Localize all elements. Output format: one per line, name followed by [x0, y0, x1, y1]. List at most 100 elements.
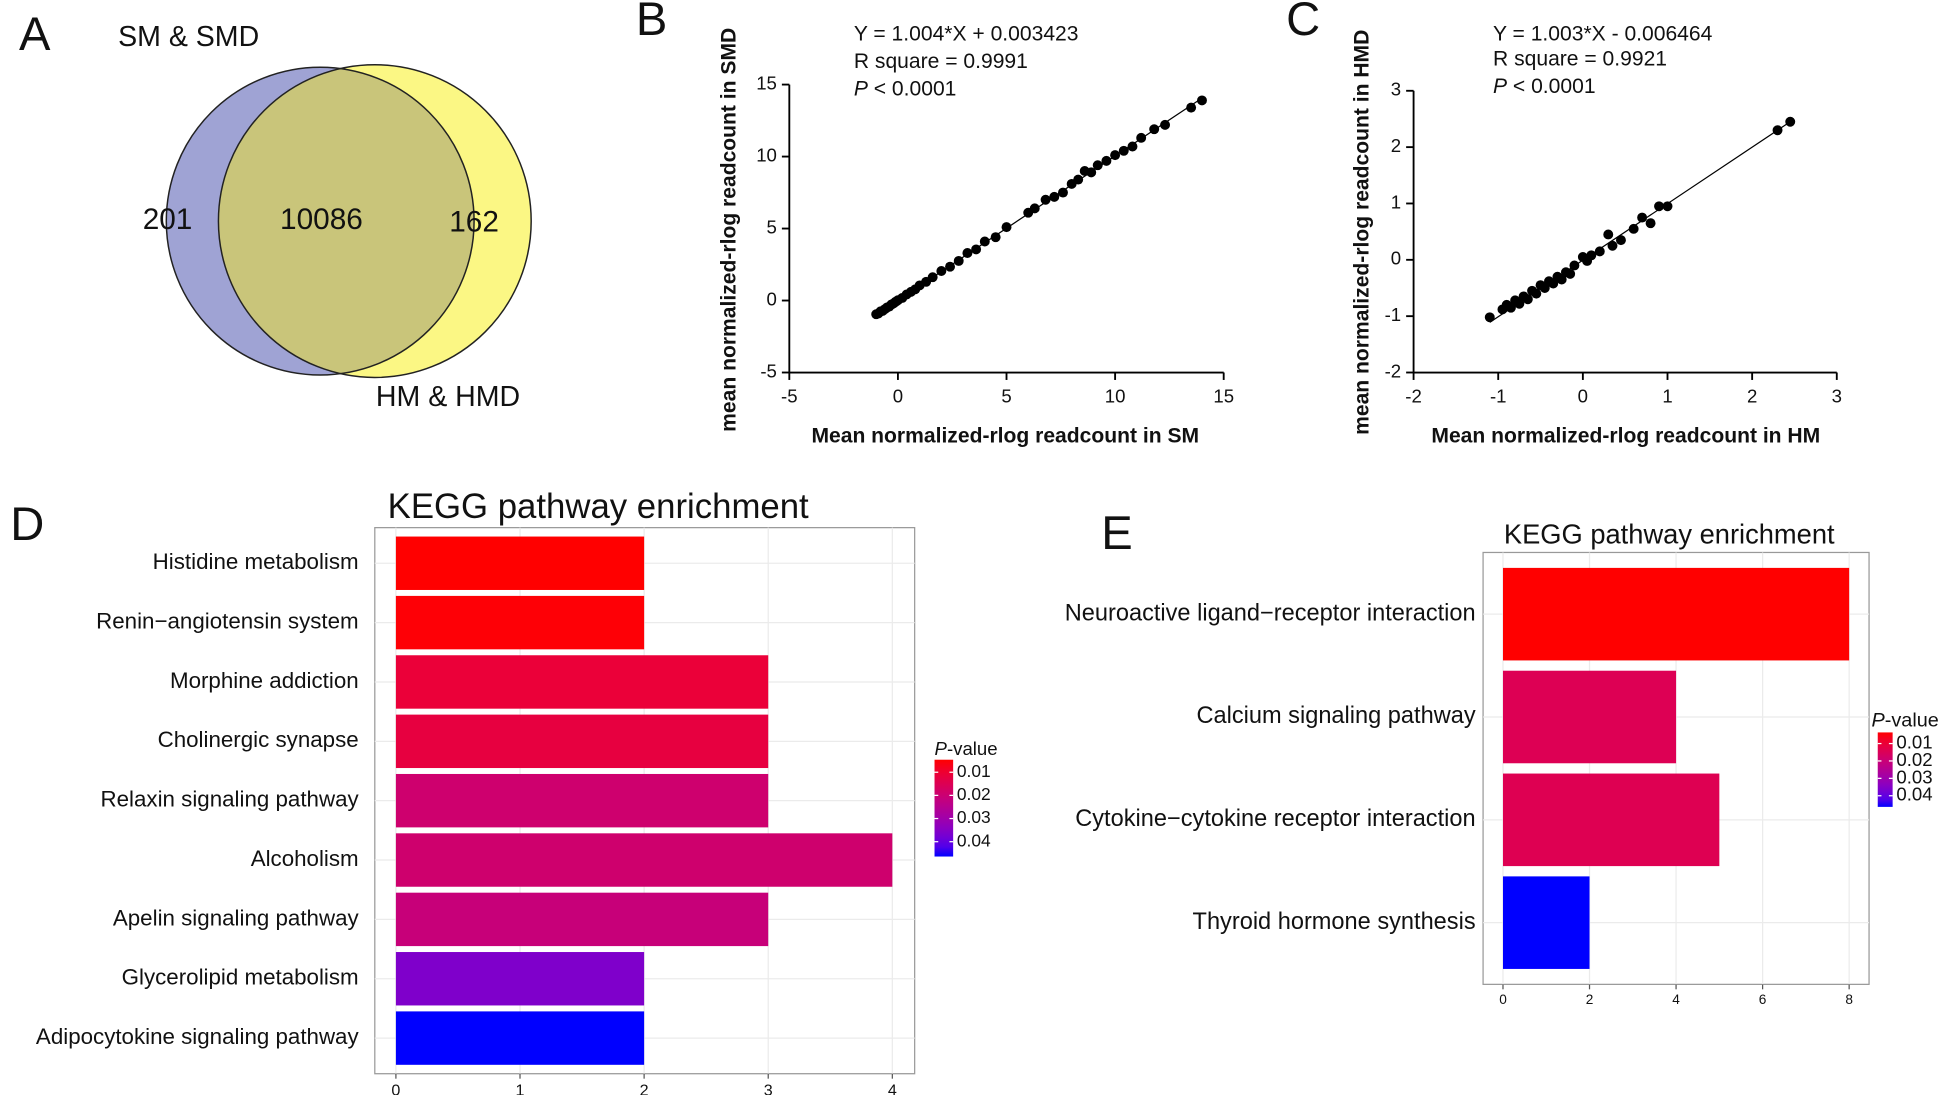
x-tick-label: -1: [1490, 385, 1507, 406]
category-label: Adipocytokine signaling pathway: [36, 1024, 360, 1049]
point: [1607, 240, 1618, 251]
x-tick-label: 6: [1759, 992, 1767, 1007]
legend-title: P-value: [1872, 709, 1939, 731]
point: [1594, 246, 1605, 257]
count-label: 10086: [280, 203, 363, 236]
colorbar-label: 0.04: [1896, 784, 1932, 805]
point: [927, 272, 938, 283]
italic-symbol: P: [935, 738, 948, 759]
point: [1186, 102, 1197, 113]
point: [1645, 218, 1656, 229]
panel-letter: A: [19, 7, 51, 60]
annotation: P < 0.0001: [1493, 75, 1596, 98]
point: [1118, 145, 1129, 156]
x-tick-label: -5: [781, 385, 798, 406]
point: [1569, 260, 1580, 271]
point: [1505, 302, 1516, 313]
colorbar-label: 0.01: [957, 761, 991, 781]
y-tick-label: -2: [1385, 360, 1402, 381]
point: [1603, 229, 1614, 240]
x-axis-label: Mean normalized-rlog readcount in SM: [811, 425, 1199, 448]
bar: [395, 536, 645, 590]
point: [1040, 194, 1051, 205]
point: [979, 236, 990, 247]
category-label: Alcoholism: [251, 846, 359, 871]
category-label: Renin−angiotensin system: [96, 609, 359, 634]
point: [1073, 174, 1084, 185]
colorbar-label: 0.01: [1896, 731, 1932, 752]
colorbar-label: 0.03: [1896, 766, 1932, 787]
x-tick-label: 3: [764, 1081, 773, 1095]
italic-symbol: P: [854, 77, 868, 100]
annotation: P < 0.0001: [854, 77, 957, 100]
point: [1149, 124, 1160, 135]
point: [1001, 222, 1012, 233]
bar: [395, 655, 769, 709]
x-tick-label: 2: [1586, 992, 1594, 1007]
y-tick-label: 5: [767, 216, 777, 237]
set-outline: [165, 66, 475, 376]
category-label: Cholinergic synapse: [158, 727, 359, 752]
point: [1514, 298, 1525, 309]
x-tick-label: 15: [1213, 385, 1234, 406]
italic-symbol: P: [1493, 75, 1507, 98]
category-label: Histidine metabolism: [153, 549, 359, 574]
colorbar: [934, 759, 954, 857]
y-axis-label: mean normalized-rlog readcount in SMD: [717, 28, 740, 432]
point: [953, 255, 964, 266]
bar: [395, 773, 769, 828]
y-axis-label: mean normalized-rlog readcount in HMD: [1350, 30, 1373, 435]
point: [1127, 141, 1138, 152]
category-label: Cytokine−cytokine receptor interaction: [1075, 805, 1475, 831]
category-label: Morphine addiction: [170, 668, 359, 693]
y-tick-label: 10: [756, 144, 777, 165]
chart-title: KEGG pathway enrichment: [1504, 519, 1835, 550]
x-tick-label: 2: [1747, 385, 1757, 406]
panel-letter: E: [1101, 506, 1132, 559]
bar: [1502, 876, 1590, 969]
x-tick-label: 8: [1845, 992, 1853, 1007]
bar: [395, 952, 645, 1006]
annotation: R square = 0.9991: [854, 50, 1028, 73]
point: [1772, 125, 1783, 136]
category-label: Neuroactive ligand−receptor interaction: [1065, 599, 1476, 625]
point: [1522, 294, 1533, 305]
count-label: 201: [143, 203, 193, 236]
bar: [395, 595, 645, 650]
category-label: Calcium signaling pathway: [1196, 702, 1475, 728]
point: [1565, 268, 1576, 279]
point: [1628, 223, 1639, 234]
point: [1484, 312, 1495, 323]
y-tick-label: 1: [1391, 191, 1401, 212]
text-rest: -value: [1885, 709, 1939, 731]
point: [1049, 191, 1060, 202]
text-rest: -value: [947, 738, 998, 759]
point: [1637, 212, 1648, 223]
y-tick-label: 0: [1391, 248, 1401, 269]
bar: [395, 892, 769, 947]
point: [1785, 116, 1796, 127]
bar: [1502, 567, 1850, 661]
x-tick-label: 0: [893, 385, 903, 406]
panel-letter: B: [636, 0, 667, 45]
legend-title: P-value: [935, 738, 998, 759]
x-tick-label: 0: [391, 1081, 400, 1095]
bar: [395, 1011, 645, 1065]
bar: [395, 714, 769, 769]
point: [1110, 150, 1121, 161]
bar: [1502, 670, 1677, 764]
point: [945, 261, 956, 272]
set-label: SM & SMD: [118, 21, 259, 53]
y-tick-label: 3: [1391, 79, 1401, 100]
point: [962, 248, 973, 258]
colorbar: [1877, 732, 1893, 807]
colorbar-label: 0.03: [957, 807, 991, 827]
x-tick-label: 4: [888, 1081, 897, 1095]
point: [1615, 235, 1626, 246]
point: [1029, 203, 1040, 214]
category-label: Thyroid hormone synthesis: [1193, 908, 1476, 934]
y-tick-label: 0: [767, 288, 777, 309]
y-tick-label: -1: [1385, 304, 1402, 325]
panel-letter: C: [1286, 0, 1320, 45]
